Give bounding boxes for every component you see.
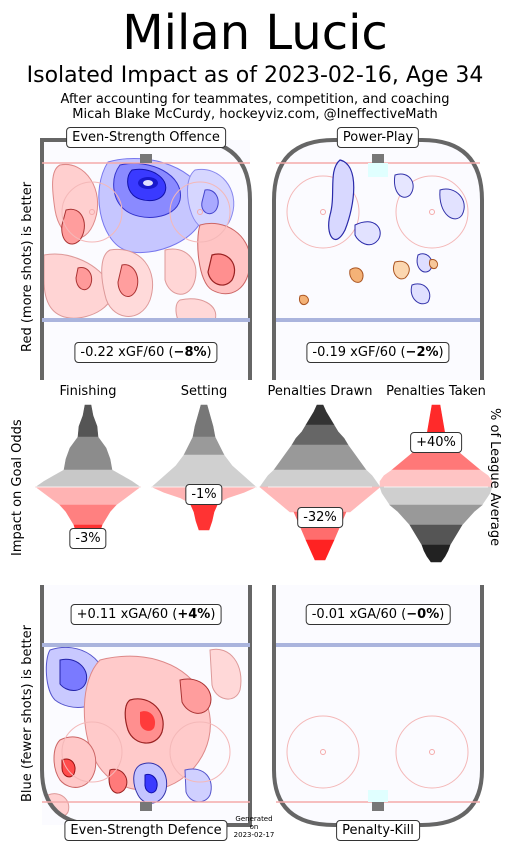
violin-finishing-band-2: [35, 469, 141, 488]
ev-offence-value: -0.22 xGF/60 (−8%): [74, 342, 218, 363]
violin-penalties-drawn-band-1: [291, 424, 349, 446]
category-setting: Setting: [180, 384, 228, 399]
ev-defence-title: Even-Strength Defence: [64, 820, 228, 841]
power-play-value: -0.19 xGF/60 (−2%): [306, 342, 450, 363]
violin-setting-band-1: [183, 436, 225, 456]
violin-penalties-drawn-band-3: [259, 469, 381, 488]
offence-side-label: Red (more shots) is better: [20, 181, 35, 352]
ev-defence-value: +0.11 xGA/60 (+4%): [70, 604, 222, 625]
violin-finishing-band-0: [77, 404, 99, 438]
generated-line-2: on: [249, 823, 259, 831]
violin-setting-band-4: [189, 502, 219, 531]
violin-penalties-drawn-band-2: [273, 444, 367, 471]
ev-offence-rink: [40, 138, 252, 380]
category-penalties-taken: Penalties Taken: [386, 384, 486, 399]
violin-penalties-drawn-band-0: [305, 404, 335, 426]
generated-line-1: Generated: [235, 815, 273, 823]
impact-label-setting: -1%: [185, 484, 223, 505]
violin-penalties-taken-band-4: [389, 504, 483, 526]
penalty-kill-value: -0.01 xGA/60 (−0%): [305, 604, 451, 625]
page-title: Milan Lucic: [122, 5, 388, 61]
generated-line-3: 2023-02-17: [233, 831, 275, 839]
odds-right-label: % of League Average: [487, 408, 502, 547]
impact-violins: [35, 404, 493, 563]
page-subtitle: Isolated Impact as of 2023-02-16, Age 34: [26, 63, 484, 88]
violin-penalties-taken-band-5: [409, 524, 463, 546]
ev-offence-title: Even-Strength Offence: [66, 127, 226, 148]
impact-label-finishing: -3%: [69, 528, 107, 549]
credit-line-1: After accounting for teammates, competit…: [60, 92, 450, 107]
power-play-rink: [272, 138, 484, 380]
category-finishing: Finishing: [59, 384, 117, 399]
defence-side-label: Blue (fewer shots) is better: [20, 625, 35, 802]
violin-penalties-drawn-band-6: [305, 539, 335, 561]
violin-setting-band-0: [192, 404, 216, 438]
violin-setting-band-2: [151, 454, 257, 488]
ev-defence-rink: [40, 585, 252, 827]
odds-left-label: Impact on Goal Odds: [10, 419, 25, 556]
category-penalties-drawn: Penalties Drawn: [267, 384, 373, 399]
impact-label-penalties-drawn: -32%: [297, 507, 343, 528]
credit-line-2: Micah Blake McCurdy, hockeyviz.com, @Ine…: [72, 107, 438, 122]
violin-penalties-drawn-band-4: [259, 486, 381, 513]
violin-penalties-taken-band-6: [421, 544, 451, 563]
penalty-kill-title: Penalty-Kill: [336, 820, 420, 841]
violin-penalties-taken-band-2: [379, 469, 493, 488]
violin-finishing-band-1: [63, 436, 113, 471]
power-play-title: Power-Play: [336, 127, 420, 148]
impact-label-penalties-taken: +40%: [410, 432, 462, 453]
violin-finishing-band-3: [35, 486, 141, 506]
violin-finishing-band-4: [59, 504, 117, 526]
generated-note: Generated on 2023-02-17: [226, 815, 282, 839]
violin-penalties-taken-band-3: [379, 486, 493, 506]
